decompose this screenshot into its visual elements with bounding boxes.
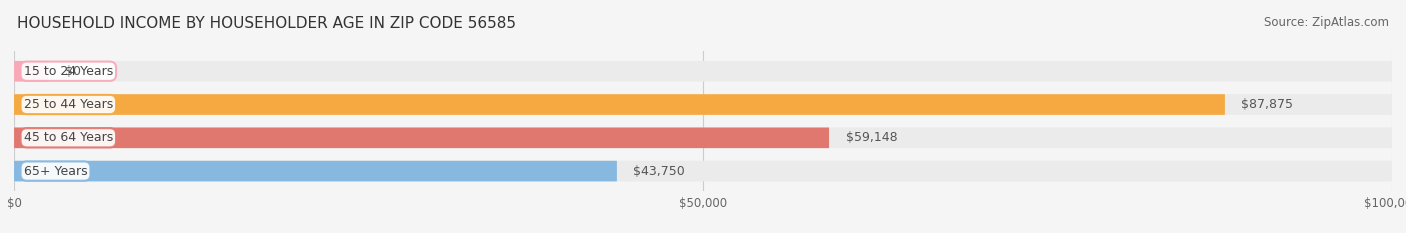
Text: HOUSEHOLD INCOME BY HOUSEHOLDER AGE IN ZIP CODE 56585: HOUSEHOLD INCOME BY HOUSEHOLDER AGE IN Z… [17,16,516,31]
Text: 45 to 64 Years: 45 to 64 Years [24,131,112,144]
FancyBboxPatch shape [14,61,48,82]
Text: 15 to 24 Years: 15 to 24 Years [24,65,112,78]
Text: Source: ZipAtlas.com: Source: ZipAtlas.com [1264,16,1389,29]
FancyBboxPatch shape [14,61,1392,82]
FancyBboxPatch shape [14,94,1225,115]
Text: $43,750: $43,750 [634,164,685,178]
FancyBboxPatch shape [14,127,830,148]
Text: 65+ Years: 65+ Years [24,164,87,178]
Text: $0: $0 [65,65,82,78]
FancyBboxPatch shape [14,161,617,182]
Text: 25 to 44 Years: 25 to 44 Years [24,98,112,111]
Text: $87,875: $87,875 [1241,98,1294,111]
Text: $59,148: $59,148 [845,131,897,144]
FancyBboxPatch shape [14,94,1392,115]
FancyBboxPatch shape [14,127,1392,148]
FancyBboxPatch shape [14,161,1392,182]
